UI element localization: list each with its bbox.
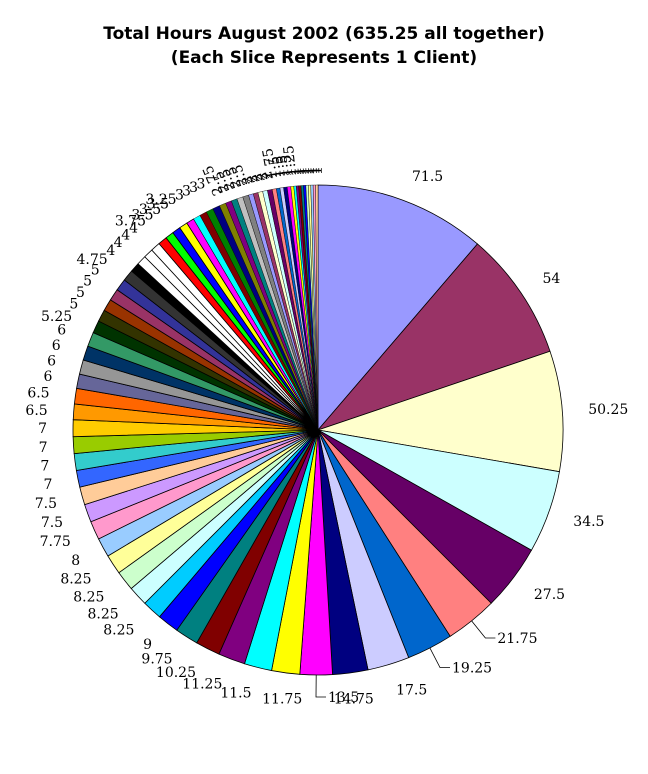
slice-label-67: 1.5 bbox=[278, 154, 297, 178]
slice-label-51: 3 bbox=[189, 180, 198, 196]
slice-label-54: 2.5 bbox=[210, 169, 233, 196]
slice-label-25: 7 bbox=[40, 459, 49, 475]
slice-label-1: 54 bbox=[543, 271, 561, 287]
slice-label-4: 27.5 bbox=[534, 587, 565, 603]
slice-label-3: 34.5 bbox=[573, 514, 604, 530]
slice-label-63: 1.75 bbox=[260, 147, 281, 181]
slice-label-21: 7.75 bbox=[40, 534, 71, 550]
slice-label-39: 4.75 bbox=[77, 252, 108, 268]
slice-label-47: 3.5 bbox=[147, 197, 169, 213]
slice-label-71: 1 bbox=[291, 166, 308, 176]
slice-label-24: 7 bbox=[43, 477, 52, 493]
slice-label-29: 6.5 bbox=[27, 386, 49, 402]
pie-slices bbox=[72, 184, 564, 676]
slice-label-50: 3 bbox=[182, 184, 191, 200]
chart-subtitle-line: (Each Slice Represents 1 Client) bbox=[170, 48, 478, 68]
slice-label-49: 3 bbox=[175, 188, 184, 204]
slice-label-12: 11.25 bbox=[182, 677, 222, 693]
pie-slice-1 bbox=[316, 243, 551, 431]
slice-label-31: 6 bbox=[47, 353, 56, 369]
pie-slice-0 bbox=[317, 184, 479, 432]
slice-label-61: 2 bbox=[254, 170, 272, 182]
slice-label-69: 1 bbox=[286, 166, 303, 176]
slice-label-65: 1.5 bbox=[270, 154, 289, 178]
chart-title-line: Total Hours August 2002 (635.25 all toge… bbox=[103, 24, 545, 44]
pie-labels: 71.55450.2534.527.521.7519.2517.514.7513… bbox=[25, 144, 628, 707]
slice-label-28: 6.5 bbox=[25, 403, 47, 419]
leader-line-6 bbox=[429, 647, 450, 668]
chart-title: Total Hours August 2002 (635.25 all toge… bbox=[0, 22, 648, 70]
slice-label-52: 3 bbox=[196, 177, 205, 193]
slice-label-8: 14.75 bbox=[334, 692, 374, 708]
pie-leader-lines bbox=[315, 620, 496, 698]
pie-slice-2 bbox=[317, 350, 564, 473]
slice-label-18: 8.25 bbox=[73, 590, 104, 606]
pie-slice-78 bbox=[315, 184, 319, 431]
slice-label-70: 1 bbox=[289, 166, 306, 176]
leader-line-9 bbox=[315, 674, 326, 698]
slice-label-44: 3.75 bbox=[115, 214, 146, 230]
slice-label-27: 7 bbox=[38, 421, 47, 437]
slice-label-20: 8 bbox=[71, 553, 80, 569]
slice-label-37: 5 bbox=[83, 273, 92, 289]
slice-label-38: 5 bbox=[91, 262, 100, 278]
slice-label-0: 71.5 bbox=[412, 169, 443, 185]
slice-label-40: 4 bbox=[106, 243, 115, 259]
slice-label-56: 2.5 bbox=[223, 164, 245, 190]
slice-label-48: 3.25 bbox=[145, 192, 176, 208]
slice-label-42: 4 bbox=[121, 228, 130, 244]
slice-label-60: 2 bbox=[249, 171, 267, 183]
slice-label-74: 1 bbox=[299, 166, 315, 176]
slice-label-72: 1 bbox=[294, 166, 311, 176]
slice-label-19: 8.25 bbox=[60, 572, 91, 588]
slice-label-22: 7.5 bbox=[41, 515, 63, 531]
slice-label-45: 3.5 bbox=[131, 208, 153, 224]
slice-label-34: 5.25 bbox=[41, 309, 72, 325]
slice-label-66: 1.5 bbox=[274, 154, 293, 178]
slice-label-9: 13.5 bbox=[328, 690, 359, 706]
slice-label-16: 8.25 bbox=[103, 622, 134, 638]
slice-label-13: 10.25 bbox=[156, 665, 196, 681]
slice-label-64: 1.5 bbox=[266, 155, 285, 180]
slice-label-7: 17.5 bbox=[396, 683, 427, 699]
slice-label-35: 5 bbox=[69, 297, 78, 313]
slice-label-2: 50.25 bbox=[588, 402, 628, 418]
leader-line-5 bbox=[471, 620, 496, 639]
slice-label-15: 9 bbox=[143, 637, 152, 653]
slice-label-55: 2.5 bbox=[217, 166, 240, 192]
slice-label-68: 1.25 bbox=[281, 144, 300, 177]
slice-label-73: 1 bbox=[297, 166, 313, 176]
slice-label-75: 1 bbox=[302, 166, 318, 175]
slice-label-5: 21.75 bbox=[497, 631, 537, 647]
slice-label-14: 9.75 bbox=[141, 652, 172, 668]
slice-label-58: 2 bbox=[239, 174, 257, 187]
slice-label-26: 7 bbox=[39, 440, 48, 456]
slice-label-33: 6 bbox=[57, 323, 66, 339]
slice-label-41: 4 bbox=[114, 235, 123, 251]
slice-label-36: 5 bbox=[76, 285, 85, 301]
slice-label-57: 2.5 bbox=[229, 162, 251, 188]
slice-label-78: 1 bbox=[310, 166, 326, 175]
slice-label-23: 7.5 bbox=[35, 496, 57, 512]
slice-label-62: 2 bbox=[259, 169, 276, 181]
slice-label-11: 11.5 bbox=[220, 686, 251, 702]
slice-label-6: 19.25 bbox=[452, 661, 492, 677]
slice-label-46: 3.5 bbox=[139, 202, 161, 218]
slice-label-30: 6 bbox=[43, 369, 52, 385]
slice-label-59: 2 bbox=[244, 172, 262, 185]
slice-label-32: 6 bbox=[52, 338, 61, 354]
slice-label-17: 8.25 bbox=[88, 607, 119, 623]
slice-label-43: 4 bbox=[129, 220, 138, 236]
slice-label-76: 1 bbox=[304, 166, 320, 175]
slice-label-77: 1 bbox=[307, 166, 323, 175]
slice-label-10: 11.75 bbox=[262, 692, 302, 708]
